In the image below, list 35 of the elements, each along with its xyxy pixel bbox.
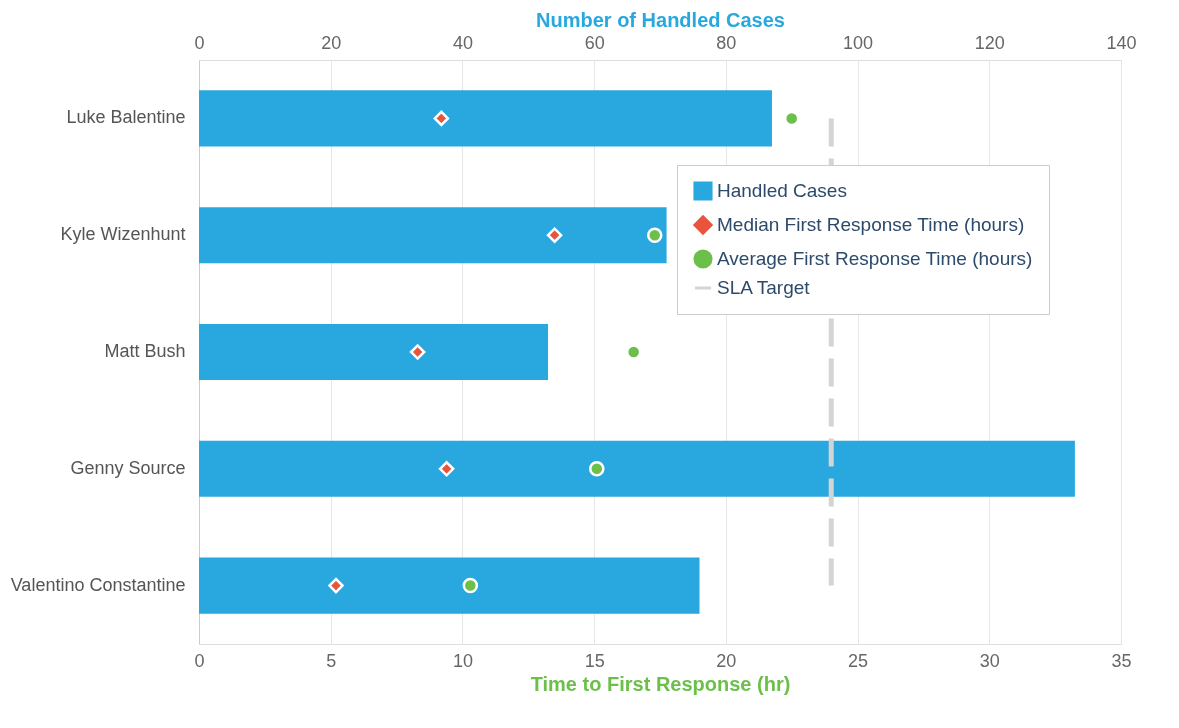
x2-tick-label: 40 — [452, 32, 473, 53]
x2-tick-label: 140 — [1106, 32, 1137, 53]
point — [433, 110, 450, 127]
x-tick-label: 20 — [716, 650, 737, 671]
point — [438, 461, 455, 477]
x2-tick-label: 100 — [843, 32, 874, 53]
x2-tick-label: 120 — [974, 32, 1005, 53]
x-axis-title: Time to First Response (hr) — [530, 672, 791, 695]
y-tick-label: Genny Source — [70, 457, 186, 478]
x-tick-label: 15 — [584, 650, 605, 671]
legend-label: Handled Cases — [717, 180, 847, 201]
legend-label: Median First Response Time (hours) — [717, 214, 1025, 235]
point — [409, 344, 426, 360]
y-tick-label: Luke Balentine — [66, 107, 186, 128]
y-tick-label: Matt Bush — [104, 341, 186, 361]
x-tick-label: 35 — [1111, 650, 1132, 671]
x2-tick-label: 60 — [584, 32, 605, 53]
y-tick-label: Valentino Constantine — [10, 574, 186, 595]
point — [328, 577, 344, 594]
point — [589, 461, 605, 477]
x2-axis-title: Number of Handled Cases — [536, 8, 785, 31]
x2-tick-label: 80 — [716, 32, 737, 53]
x2-tick-label: 20 — [321, 32, 342, 53]
point — [462, 577, 479, 594]
y-tick-label: Kyle Wizenhunt — [60, 224, 186, 245]
x-tick-label: 0 — [194, 650, 205, 671]
x-tick-label: 10 — [452, 650, 473, 671]
x-tick-label: 5 — [326, 650, 337, 671]
ref-line-label: SLA Target — [717, 277, 811, 298]
x-tick-label: 30 — [979, 650, 1000, 671]
point — [546, 227, 563, 243]
legend-label: Average First Response Time (hours) — [717, 248, 1033, 269]
x2-tick-label: 0 — [194, 32, 205, 53]
point — [646, 227, 663, 243]
x-tick-label: 25 — [848, 650, 869, 671]
